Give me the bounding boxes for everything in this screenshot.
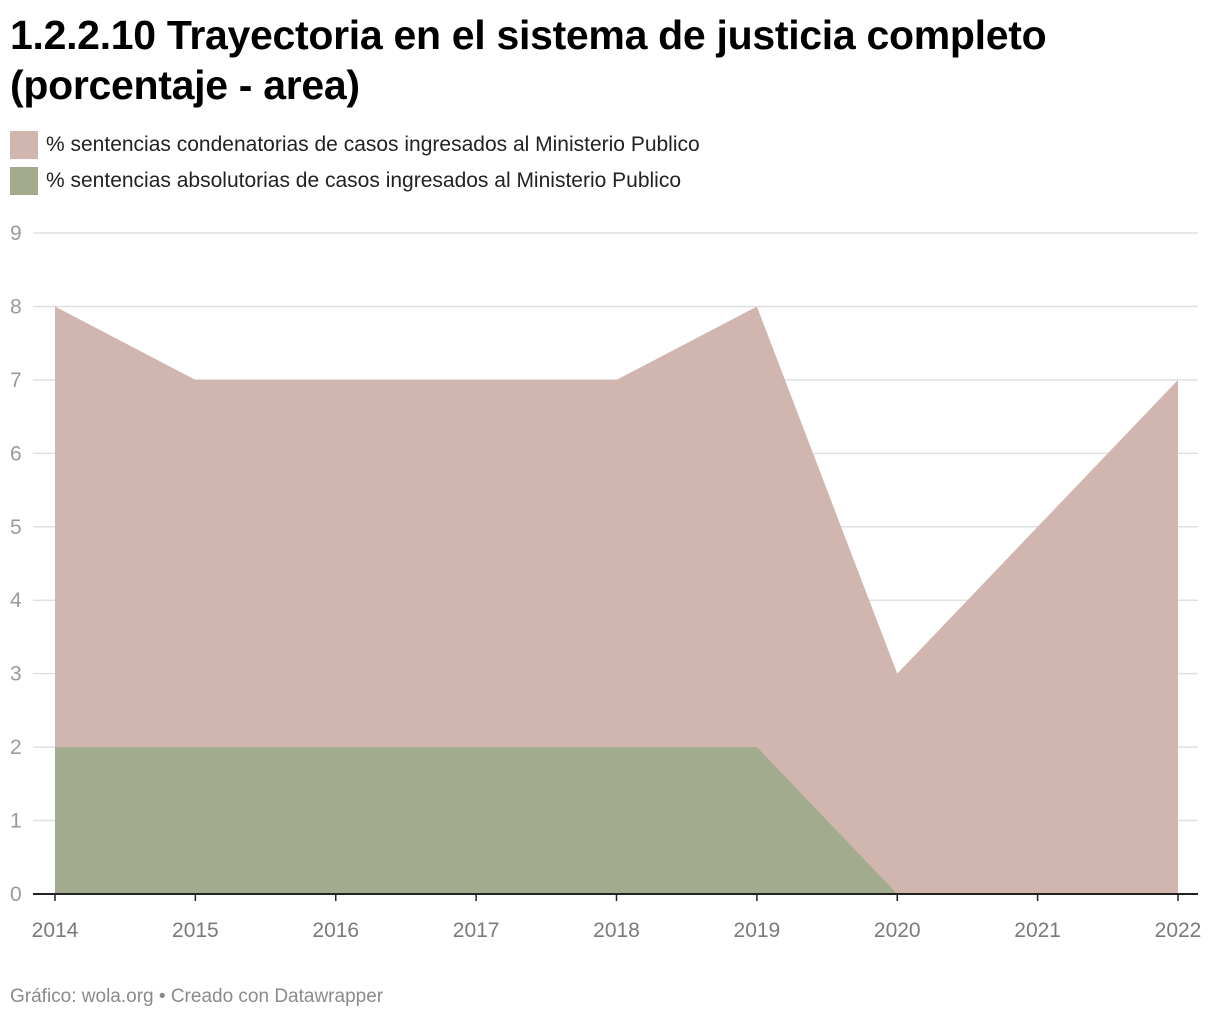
y-tick-label-8: 8: [10, 295, 22, 318]
legend-item-condenatorias: % sentencias condenatorias de casos ingr…: [10, 131, 1200, 159]
x-tick-label-2017: 2017: [453, 919, 500, 942]
y-tick-label-7: 7: [10, 369, 22, 392]
legend-label-condenatorias: % sentencias condenatorias de casos ingr…: [46, 133, 700, 156]
y-tick-label-5: 5: [10, 516, 22, 539]
chart-credit: Gráfico: wola.org • Creado con Datawrapp…: [10, 986, 384, 1007]
x-tick-label-2021: 2021: [1014, 919, 1061, 942]
legend: % sentencias condenatorias de casos ingr…: [10, 131, 1200, 203]
axes: [33, 893, 1198, 901]
x-tick-label-2016: 2016: [312, 919, 359, 942]
chart-title: 1.2.2.10 Trayectoria en el sistema de ju…: [10, 12, 1047, 108]
x-tick-label-2019: 2019: [734, 919, 781, 942]
legend-label-absolutorias: % sentencias absolutorias de casos ingre…: [46, 169, 682, 192]
y-tick-labels: 0 1 2 3 4 5 6 7 8 9: [10, 222, 22, 906]
absolutorias-area: [55, 747, 1178, 894]
y-tick-label-1: 1: [10, 810, 22, 833]
x-tick-labels: 2014 2015 2016 2017 2018 2019 2020 2021 2022: [32, 919, 1202, 942]
areas: [55, 306, 1178, 894]
legend-swatch-absolutorias: [10, 167, 38, 195]
x-tick-label-2014: 2014: [32, 919, 79, 942]
y-tick-label-4: 4: [10, 589, 22, 612]
x-tick-label-2018: 2018: [593, 919, 640, 942]
x-tick-label-2022: 2022: [1155, 919, 1202, 942]
legend-swatch-condenatorias: [10, 131, 38, 159]
y-tick-label-6: 6: [10, 442, 22, 465]
y-tick-label-3: 3: [10, 663, 22, 686]
legend-item-absolutorias: % sentencias absolutorias de casos ingre…: [10, 167, 1200, 195]
y-tick-label-0: 0: [10, 883, 22, 906]
y-tick-label-2: 2: [10, 736, 22, 759]
y-tick-label-9: 9: [10, 222, 22, 245]
x-tick-label-2015: 2015: [172, 919, 219, 942]
x-tick-label-2020: 2020: [874, 919, 921, 942]
